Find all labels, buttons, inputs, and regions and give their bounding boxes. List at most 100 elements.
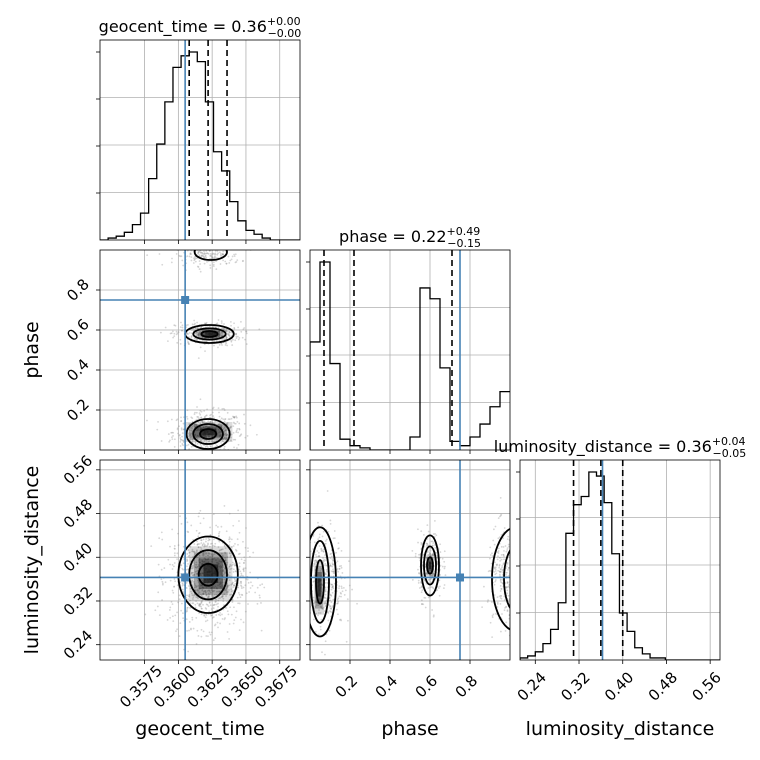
sample-point [203,333,206,336]
sample-point [197,589,200,592]
title-minus-geocent_time: −0.00 [268,27,302,40]
sample-point [228,552,231,555]
sample-point [241,594,244,597]
sample-point [177,544,180,547]
sample-point [201,544,204,547]
sample-point [438,594,441,597]
sample-point [191,618,194,621]
sample-point [347,619,349,622]
truth-marker [181,573,190,582]
sample-point [221,578,224,581]
sample-point [194,441,197,443]
sample-point [198,554,201,556]
sample-point [506,547,509,550]
sample-point [512,594,514,596]
sample-point [191,425,194,428]
sample-point [245,330,248,333]
sample-point [245,527,247,529]
panel-geocent_time-luminosity_distance: 0.240.320.400.480.560.35750.36000.36250.… [60,452,301,712]
sample-point [506,610,509,613]
sample-point [505,573,507,576]
sample-point [221,407,224,410]
sample-point [213,255,216,258]
sample-point [219,567,222,570]
sample-point [234,616,237,619]
sample-point [174,324,177,327]
sample-point [227,591,230,593]
sample-point [210,425,213,428]
sample-point [223,544,226,546]
truth-marker [456,573,464,582]
sample-point [219,560,222,563]
sample-point [194,606,197,609]
sample-point [233,584,235,587]
sample-point [308,582,310,584]
sample-point [422,533,425,536]
sample-point [230,588,233,591]
sample-point [207,555,210,558]
sample-point [201,554,204,557]
sample-point [500,588,503,590]
sample-point [190,335,193,338]
sample-point [206,596,209,599]
sample-point [221,581,224,584]
sample-point [217,346,219,349]
sample-point [219,435,221,438]
sample-point [202,592,205,595]
sample-point [201,599,203,602]
sample-point [205,561,208,564]
sample-point [324,588,327,591]
sample-point [176,628,178,631]
histogram-phase [310,261,510,450]
sample-point [218,422,221,425]
sample-point [218,581,221,584]
sample-point [211,440,213,443]
sample-point [226,584,229,587]
sample-point [217,613,220,616]
sample-point [216,322,219,325]
sample-point [198,554,201,557]
sample-point [234,548,237,551]
sample-point [430,578,432,580]
sample-point [429,547,432,550]
sample-point [219,424,222,427]
sample-point [322,557,324,559]
sample-point [190,592,193,595]
x-tick-label: 0.48 [645,668,681,704]
sample-point [196,540,199,543]
sample-point [432,572,435,575]
sample-point [224,260,227,263]
sample-point [230,590,233,593]
contour-line [420,534,440,597]
sample-point [498,515,501,518]
sample-point [422,603,425,606]
sample-point [318,536,321,539]
sample-point [234,253,237,256]
sample-point [203,416,206,419]
sample-point [199,573,202,576]
sample-point [214,256,217,259]
sample-point [186,594,188,597]
sample-point [422,573,425,576]
title-plus-geocent_time: +0.00 [267,15,301,28]
sample-point [521,602,523,604]
sample-point [240,580,242,583]
sample-point [173,547,176,550]
sample-point [195,550,198,553]
sample-point [175,333,178,336]
sample-point [512,591,514,593]
sample-point [418,557,421,559]
contour-line [177,535,239,614]
sample-point [208,631,211,634]
sample-point [170,418,173,421]
sample-point [208,545,211,548]
sample-point [242,569,245,571]
sample-point [227,613,230,616]
sample-point [340,565,342,567]
sample-point [223,578,226,581]
sample-point [187,531,190,534]
sample-point [312,548,314,550]
sample-point [214,557,216,560]
sample-point [189,606,191,609]
sample-point [508,566,510,569]
